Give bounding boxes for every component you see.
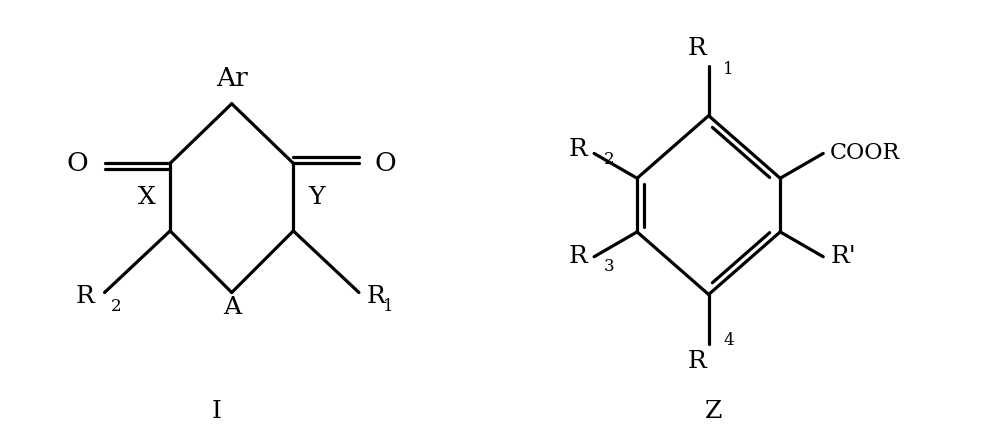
Text: Y: Y (308, 186, 325, 209)
Text: 3: 3 (604, 258, 614, 275)
Text: O: O (67, 151, 89, 176)
Text: R: R (367, 285, 386, 308)
Text: Ar: Ar (216, 66, 248, 91)
Text: I: I (212, 400, 222, 423)
Text: 1: 1 (383, 298, 394, 315)
Text: R': R' (830, 245, 856, 268)
Text: 2: 2 (604, 151, 614, 168)
Text: COOR: COOR (830, 142, 900, 165)
Text: R: R (688, 350, 707, 373)
Text: X: X (137, 186, 155, 209)
Text: 2: 2 (111, 298, 122, 315)
Text: 1: 1 (723, 61, 734, 78)
Text: 4: 4 (723, 332, 734, 349)
Text: R: R (76, 285, 95, 308)
Text: O: O (375, 151, 397, 176)
Text: R: R (688, 37, 707, 60)
Text: Z: Z (705, 400, 722, 423)
Text: A: A (223, 297, 241, 320)
Text: R: R (568, 245, 587, 268)
Text: R: R (568, 138, 587, 161)
